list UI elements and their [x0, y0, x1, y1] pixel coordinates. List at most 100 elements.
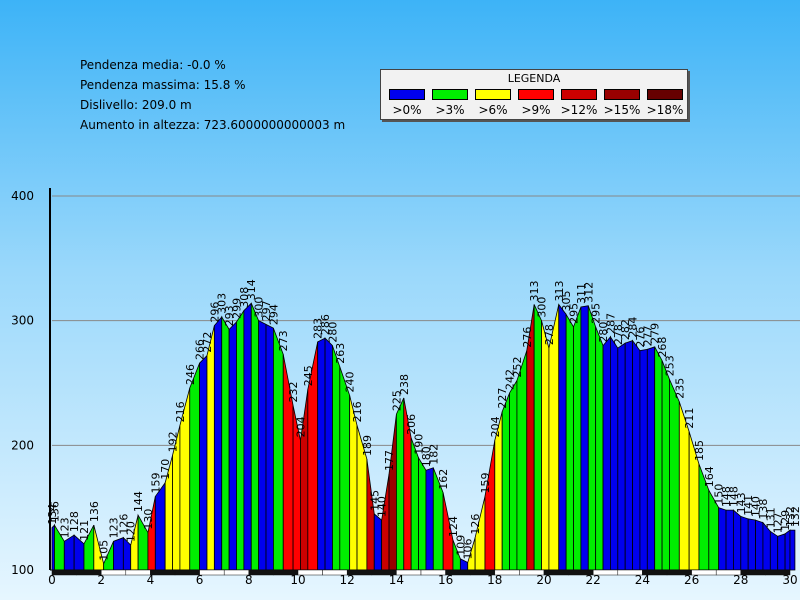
statistics-panel: Pendenza media: -0.0 % Pendenza massima:… [80, 55, 345, 135]
profile-segment [595, 326, 604, 571]
elevation-label: 314 [245, 279, 258, 300]
average-slope: Pendenza media: -0.0 % [80, 58, 226, 72]
profile-segment [610, 335, 619, 571]
km-band-segment [765, 569, 791, 576]
profile-segment [789, 529, 796, 571]
legend: LEGENDA >0% >3% >6% >9% >12% >15% >18% [380, 69, 688, 120]
x-tick-label: 14 [389, 573, 404, 587]
elevation-label: 204 [489, 416, 502, 437]
profile-segment [654, 346, 663, 571]
profile-segment [243, 302, 252, 571]
elevation-label: 276 [521, 327, 534, 348]
elevation-label: 280 [597, 322, 610, 343]
elevation-label: 278 [543, 324, 556, 345]
y-tick-label: 100 [11, 563, 34, 577]
profile-segment [501, 392, 510, 571]
elevation-label: 278 [612, 324, 625, 345]
profile-segment [396, 397, 405, 571]
legend-swatch [389, 89, 425, 100]
x-tick-label: 10 [290, 573, 305, 587]
elevation-label: 121 [78, 520, 91, 541]
profile-segment [624, 340, 633, 571]
elevation-label: 130 [142, 509, 155, 530]
profile-segment [189, 362, 200, 571]
elevation-label: 162 [437, 469, 450, 490]
elevation-label: 280 [326, 322, 339, 343]
elevation-label: 238 [398, 374, 411, 395]
profile-segment [154, 481, 166, 571]
x-tick-label: 18 [487, 573, 502, 587]
profile-segment [236, 309, 245, 571]
x-tick-label: 8 [245, 573, 253, 587]
elevation-label: 272 [201, 332, 214, 353]
elevation-label: 313 [528, 280, 541, 301]
elevation-label: 303 [216, 293, 229, 314]
profile-segment [632, 339, 641, 571]
elevation-label: 293 [223, 305, 236, 326]
elevation-label: 268 [656, 337, 669, 358]
profile-segment [388, 414, 397, 571]
elevation-label: 299 [231, 298, 244, 319]
elevation-label: 144 [132, 491, 145, 512]
profile-segment [206, 325, 215, 571]
elevation-label: 227 [496, 388, 509, 409]
legend-label: >0% [392, 103, 422, 117]
elevation-label: 276 [634, 327, 647, 348]
elevation-label: 242 [504, 369, 517, 390]
elevation-label: 294 [267, 304, 280, 325]
profile-segment [221, 315, 230, 571]
elevation-label: 120 [125, 521, 138, 542]
profile-segment [265, 323, 274, 571]
elevation-label: 177 [383, 450, 396, 471]
legend-label: >9% [521, 103, 551, 117]
profile-segment [533, 304, 542, 571]
elevation-label: 240 [344, 371, 357, 392]
elevation-label: 126 [117, 514, 130, 535]
x-tick-label: 6 [196, 573, 204, 587]
profile-segment [669, 379, 680, 571]
elevation-label: 284 [627, 317, 640, 338]
profile-segment [733, 509, 742, 571]
elevation-label: 313 [553, 280, 566, 301]
elevation-label: 136 [48, 501, 61, 522]
elevation-label: 148 [720, 486, 733, 507]
elevation-label: 245 [302, 365, 315, 386]
elevation-label: 277 [641, 325, 654, 346]
elevation-label: 190 [413, 434, 426, 455]
elevation-label: 123 [108, 517, 121, 538]
elevation-label: 105 [98, 540, 111, 561]
profile-segment [740, 515, 749, 571]
profile-segment [410, 437, 419, 571]
profile-segment [63, 534, 75, 571]
profile-segment [147, 496, 156, 571]
profile-segment [558, 303, 567, 571]
profile-segment [381, 473, 390, 571]
profile-segment [617, 342, 626, 571]
x-tick-label: 4 [147, 573, 155, 587]
x-tick-label: 12 [340, 573, 355, 587]
x-tick-label: 0 [48, 573, 56, 587]
y-tick-label: 200 [11, 438, 34, 452]
profile-segment [317, 337, 326, 571]
max-slope: Pendenza massima: 15.8 % [80, 78, 246, 92]
profile-segment [602, 335, 611, 571]
elevation-label: 126 [469, 514, 482, 535]
elevation-label: 159 [479, 472, 492, 493]
elevation-range: Dislivello: 209.0 m [80, 98, 192, 112]
elevation-label: 106 [462, 539, 475, 560]
elevation-label: 143 [735, 492, 748, 513]
legend-label: >12% [560, 103, 598, 117]
profile-segment [366, 458, 375, 571]
profile-segment [769, 530, 779, 571]
profile-segment [646, 346, 656, 571]
legend-swatch [432, 89, 468, 100]
profile-segment [258, 320, 267, 571]
elevation-label: 128 [68, 511, 81, 532]
elevation-label: 127 [772, 512, 785, 533]
elevation-label: 252 [511, 357, 524, 378]
elevation-label: 170 [159, 459, 172, 480]
elevation-label: 124 [447, 516, 460, 537]
legend-swatch [647, 89, 683, 100]
legend-label: >6% [478, 103, 508, 117]
